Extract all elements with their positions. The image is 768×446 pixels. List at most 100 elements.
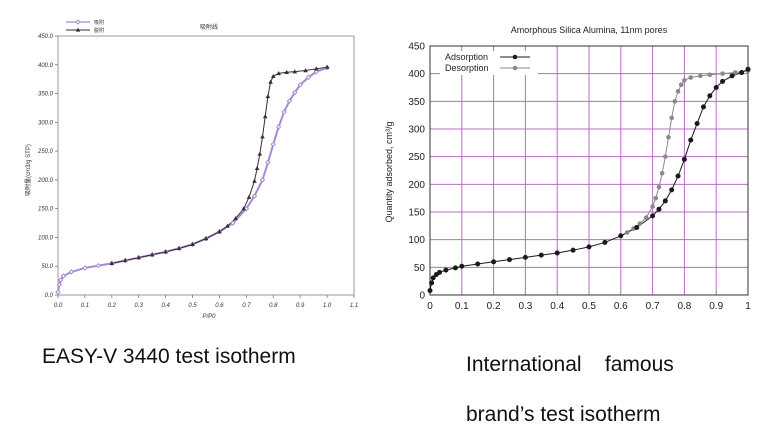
left-legend-label-desorption: 脱附 xyxy=(94,27,104,34)
left-x-tick-label: 0.5 xyxy=(188,303,197,309)
right-y-tick-label: 100 xyxy=(408,235,425,246)
right-adsorption-point xyxy=(475,261,481,267)
right-adsorption-point xyxy=(662,198,668,204)
right-adsorption-point xyxy=(650,213,656,219)
right-legend-label-adsorption: Adsorption xyxy=(445,52,488,62)
right-legend-box xyxy=(440,51,538,75)
right-adsorption-point xyxy=(459,263,465,269)
left-x-tick-label: 0.6 xyxy=(215,303,224,309)
right-adsorption-point xyxy=(538,252,544,258)
left-y-tick-label: 350.0 xyxy=(38,92,54,98)
right-caption-line2: brand’s test isotherm xyxy=(466,403,661,426)
left-x-tick-label: 0.0 xyxy=(54,303,63,309)
left-adsorption-point xyxy=(292,89,298,96)
right-desorption-point xyxy=(675,89,681,94)
left-x-tick-label: 0.8 xyxy=(269,303,278,309)
right-y-axis-label: Quantity adsorbed, cm³/g xyxy=(384,121,394,222)
left-desorption-point xyxy=(276,70,281,76)
left-y-tick-label: 250.0 xyxy=(37,149,54,155)
left-desorption-point xyxy=(122,258,128,263)
left-y-tick-label: 300.0 xyxy=(38,120,54,126)
left-desorption-point xyxy=(292,69,298,74)
right-adsorption-point xyxy=(429,280,435,286)
right-adsorption-point xyxy=(720,78,726,84)
right-y-tick-label: 300 xyxy=(408,125,425,136)
left-adsorption-point xyxy=(313,68,320,75)
right-adsorption-point xyxy=(437,269,443,275)
left-adsorption-point xyxy=(55,289,61,295)
right-desorption-point xyxy=(624,230,630,235)
left-adsorption-point xyxy=(265,159,271,166)
right-desorption-point xyxy=(732,70,738,75)
left-desorption-point xyxy=(265,94,271,99)
right-x-tick-label: 0 xyxy=(427,301,433,312)
left-x-tick-label: 0.2 xyxy=(108,303,117,309)
left-adsorption-point xyxy=(251,193,258,199)
left-desorption-point xyxy=(260,134,265,139)
right-x-tick-label: 1 xyxy=(745,301,751,312)
right-adsorption-point xyxy=(729,73,735,79)
left-y-tick-label: 100.0 xyxy=(38,235,54,241)
left-x-tick-label: 1.1 xyxy=(350,303,358,309)
right-adsorption-point xyxy=(656,206,662,212)
left-y-tick-label: 150.0 xyxy=(38,207,54,213)
right-adsorption-line xyxy=(429,68,749,291)
right-desorption-point xyxy=(663,154,668,159)
right-adsorption-point xyxy=(491,259,497,265)
left-x-tick-label: 0.1 xyxy=(81,303,89,309)
right-adsorption-point xyxy=(430,275,436,281)
right-x-tick-label: 0.2 xyxy=(487,301,501,312)
right-adsorption-point xyxy=(707,93,713,99)
left-chart-title: 吸附线 xyxy=(200,23,218,31)
right-desorption-point xyxy=(669,115,674,121)
right-x-tick-label: 0.1 xyxy=(455,301,469,312)
left-desorption-point xyxy=(303,68,308,73)
left-adsorption-point xyxy=(68,269,75,275)
right-plot-border xyxy=(429,45,749,296)
left-adsorption-point xyxy=(270,141,276,147)
left-desorption-point xyxy=(225,223,230,228)
right-adsorption-point xyxy=(745,66,751,72)
right-adsorption-point xyxy=(739,70,745,76)
right-desorption-point xyxy=(678,82,684,88)
right-desorption-point xyxy=(682,78,687,83)
left-desorption-point xyxy=(262,114,268,119)
left-adsorption-point xyxy=(305,74,311,81)
right-adsorption-point xyxy=(713,85,719,91)
left-adsorption-point xyxy=(281,109,287,115)
right-adsorption-point xyxy=(618,233,624,239)
right-legend-label-desorption: Desorption xyxy=(445,63,489,73)
left-desorption-point xyxy=(252,178,257,183)
right-x-tick-label: 0.3 xyxy=(518,301,532,312)
left-desorption-point xyxy=(268,79,273,84)
left-y-tick-label: 200.0 xyxy=(37,178,54,184)
right-caption-line1: International famous xyxy=(466,353,674,376)
left-y-tick-label: 450.0 xyxy=(38,34,54,40)
right-adsorption-point xyxy=(427,288,433,294)
left-adsorption-point xyxy=(56,281,63,288)
left-adsorption-point xyxy=(60,273,67,279)
left-y-tick-label: 0.0 xyxy=(45,293,54,299)
left-x-tick-label: 0.9 xyxy=(296,303,305,309)
left-adsorption-point xyxy=(297,82,303,88)
right-x-tick-label: 0.8 xyxy=(677,301,691,312)
right-x-tick-label: 0.4 xyxy=(550,301,564,312)
left-desorption-point xyxy=(203,236,209,241)
left-x-tick-label: 0.4 xyxy=(161,303,170,309)
left-x-tick-label: 0.3 xyxy=(135,303,144,309)
right-adsorption-point xyxy=(688,137,694,143)
right-x-tick-label: 0.6 xyxy=(614,301,628,312)
left-legend-marker-desorption xyxy=(75,27,81,32)
right-y-tick-label: 400 xyxy=(408,69,425,80)
left-legend-marker-adsorption xyxy=(75,19,81,25)
left-desorption-point xyxy=(270,73,276,78)
right-desorption-point xyxy=(688,75,694,80)
left-adsorption-point xyxy=(286,98,293,104)
right-y-tick-label: 350 xyxy=(408,97,425,108)
left-adsorption-point xyxy=(230,220,236,226)
left-adsorption-point xyxy=(82,265,88,271)
right-y-tick-label: 50 xyxy=(414,263,426,274)
left-desorption-point xyxy=(257,151,263,156)
right-desorption-point xyxy=(697,73,703,79)
